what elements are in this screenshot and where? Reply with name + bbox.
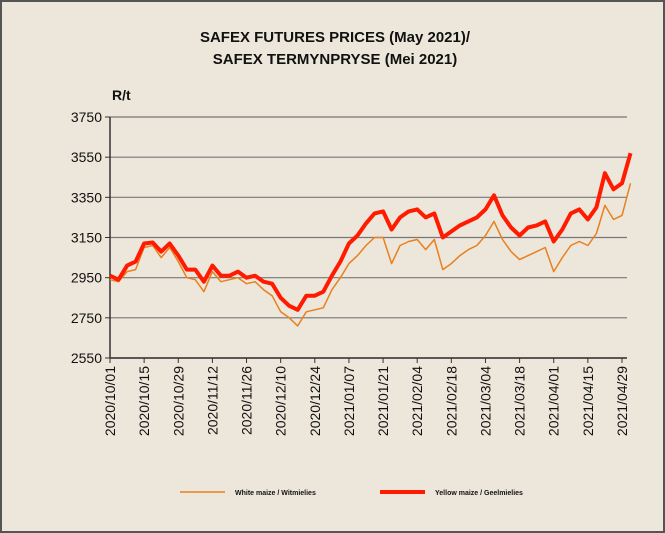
- x-tick-label: 2020/12/24: [307, 366, 323, 436]
- y-tick-label: 3350: [71, 189, 102, 205]
- y-tick-label: 3750: [71, 109, 102, 125]
- x-tick-label: 2021/04/29: [614, 366, 630, 436]
- x-tick-label: 2021/04/01: [546, 366, 562, 436]
- legend-label: Yellow maize / Geelmielies: [435, 490, 523, 497]
- y-axis-label: R/t: [112, 87, 131, 103]
- y-tick-label: 3550: [71, 149, 102, 165]
- x-tick-label: 2021/01/07: [341, 366, 357, 436]
- x-tick-label: 2021/02/18: [443, 366, 459, 436]
- x-tick-label: 2021/02/04: [409, 366, 425, 436]
- y-tick-label: 3150: [71, 230, 102, 246]
- chart-subtitle: SAFEX TERMYNPRYSE (Mei 2021): [213, 51, 458, 68]
- chart-title: SAFEX FUTURES PRICES (May 2021)/: [200, 29, 471, 46]
- x-tick-label: 2021/03/18: [512, 366, 528, 436]
- x-tick-label: 2020/10/01: [102, 366, 118, 436]
- x-tick-label: 2020/10/29: [170, 366, 186, 436]
- x-tick-label: 2020/11/26: [239, 366, 255, 435]
- series-line: [109, 152, 633, 312]
- x-tick-label: 2021/03/04: [477, 366, 493, 436]
- series-line: [109, 183, 632, 327]
- x-tick-label: 2020/10/15: [136, 366, 152, 436]
- x-tick-label: 2021/04/15: [580, 366, 596, 436]
- y-tick-label: 2950: [71, 270, 102, 286]
- legend-label: White maize / Witmielies: [235, 490, 316, 497]
- y-tick-label: 2750: [71, 310, 102, 326]
- y-tick-label: 2550: [71, 350, 102, 366]
- x-tick-label: 2021/01/21: [375, 366, 391, 436]
- x-tick-label: 2020/11/12: [204, 366, 220, 435]
- x-tick-label: 2020/12/10: [273, 366, 289, 436]
